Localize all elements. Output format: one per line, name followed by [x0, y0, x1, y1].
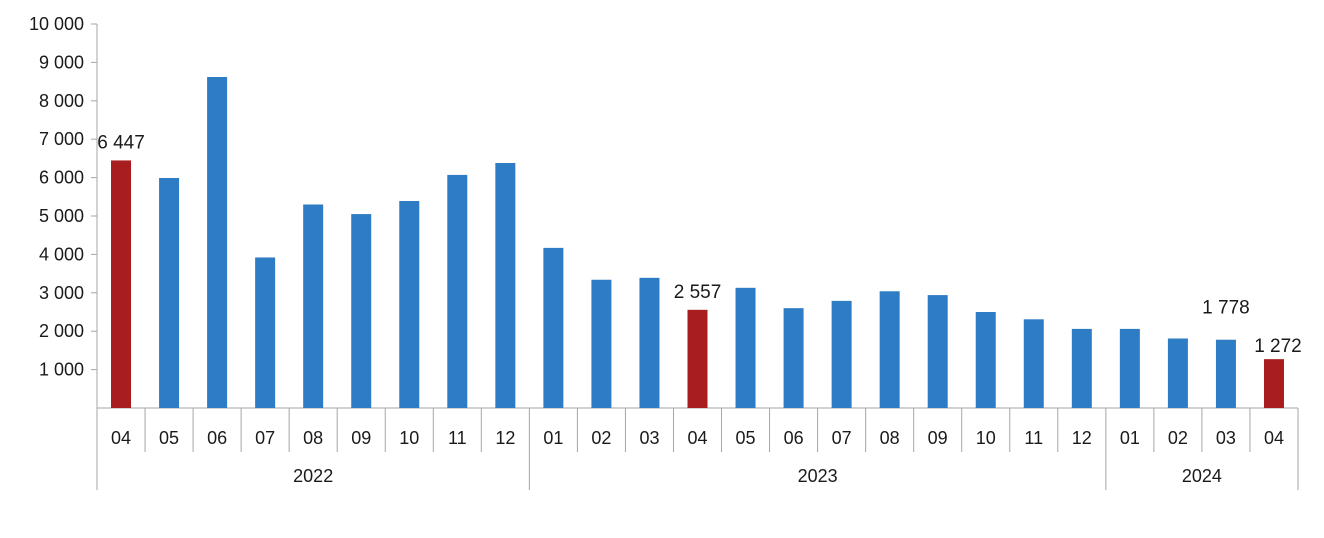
x-month-label: 08 — [303, 428, 323, 448]
x-month-label: 12 — [1072, 428, 1092, 448]
bar — [975, 312, 996, 408]
x-month-label: 05 — [736, 428, 756, 448]
x-month-label: 04 — [687, 428, 707, 448]
y-tick-label: 10 000 — [29, 14, 84, 34]
x-month-label: 02 — [1168, 428, 1188, 448]
bar — [639, 277, 660, 408]
bar — [735, 287, 756, 408]
data-label: 6 447 — [97, 132, 145, 153]
bar — [879, 291, 900, 408]
x-month-label: 06 — [207, 428, 227, 448]
bar — [831, 300, 852, 408]
bar — [1119, 328, 1140, 408]
x-year-label: 2024 — [1182, 466, 1222, 486]
x-month-label: 09 — [351, 428, 371, 448]
y-tick-label: 6 000 — [39, 168, 84, 188]
x-month-label: 03 — [639, 428, 659, 448]
bar — [399, 201, 420, 408]
x-month-label: 04 — [1264, 428, 1284, 448]
x-year-label: 2022 — [293, 466, 333, 486]
y-tick-label: 4 000 — [39, 244, 84, 264]
x-month-label: 11 — [1024, 428, 1043, 448]
bar — [1071, 328, 1092, 408]
data-label: 1 778 — [1202, 298, 1250, 319]
bar — [591, 279, 612, 408]
bar — [1215, 339, 1236, 408]
x-month-label: 08 — [880, 428, 900, 448]
x-month-label: 01 — [543, 428, 563, 448]
x-month-label: 07 — [832, 428, 852, 448]
bar — [495, 163, 516, 408]
bar-highlight — [111, 160, 132, 408]
x-month-label: 01 — [1120, 428, 1140, 448]
bar-highlight — [687, 309, 708, 408]
bar — [1023, 319, 1044, 408]
bar — [351, 214, 372, 408]
bar — [207, 76, 228, 408]
bar — [255, 257, 276, 408]
y-tick-label: 3 000 — [39, 283, 84, 303]
y-tick-label: 1 000 — [39, 360, 84, 380]
y-tick-label: 2 000 — [39, 321, 84, 341]
x-month-label: 11 — [448, 428, 467, 448]
x-month-label: 07 — [255, 428, 275, 448]
bar — [783, 308, 804, 408]
x-month-label: 10 — [399, 428, 419, 448]
data-label: 1 272 — [1254, 336, 1302, 357]
x-year-label: 2023 — [798, 466, 838, 486]
bar — [447, 174, 468, 408]
bar — [927, 295, 948, 408]
x-month-label: 09 — [928, 428, 948, 448]
x-month-label: 06 — [784, 428, 804, 448]
data-label: 2 557 — [674, 282, 722, 303]
x-month-label: 04 — [111, 428, 131, 448]
bar — [543, 247, 564, 408]
x-month-label: 10 — [976, 428, 996, 448]
x-month-label: 02 — [591, 428, 611, 448]
y-tick-label: 5 000 — [39, 206, 84, 226]
x-month-label: 12 — [495, 428, 515, 448]
y-tick-label: 7 000 — [39, 129, 84, 149]
bar — [159, 177, 180, 408]
y-tick-label: 9 000 — [39, 52, 84, 72]
x-month-label: 05 — [159, 428, 179, 448]
y-tick-label: 8 000 — [39, 91, 84, 111]
x-month-label: 03 — [1216, 428, 1236, 448]
bar — [1167, 338, 1188, 408]
bar — [303, 204, 324, 408]
bar-highlight — [1263, 359, 1284, 408]
